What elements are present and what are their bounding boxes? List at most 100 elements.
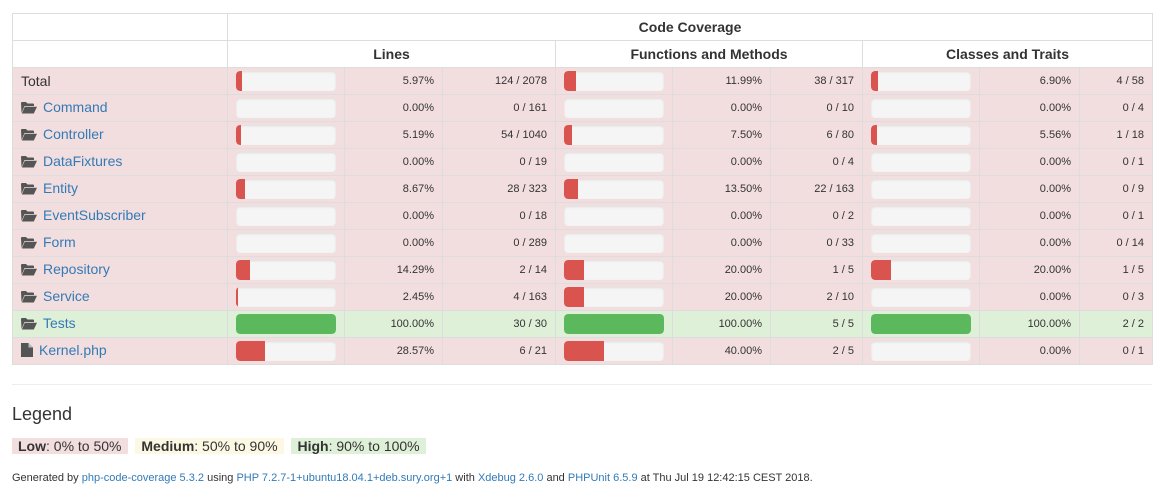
lines-progress-bar <box>236 287 336 307</box>
lines-bar-cell <box>227 256 345 284</box>
classes-percent: 0.00% <box>979 337 1080 365</box>
lines-count: 28 / 323 <box>442 175 556 203</box>
classes-bar-cell <box>862 148 980 176</box>
lines-progress-fill <box>236 260 251 280</box>
legend-low-range: : 0% to 50% <box>46 438 122 454</box>
lines-progress-bar <box>236 260 336 280</box>
functions-progress-bar <box>564 206 664 226</box>
classes-bar-cell <box>862 337 980 365</box>
functions-progress-fill <box>564 125 572 145</box>
folder-open-icon <box>21 209 37 225</box>
functions-count: 2 / 5 <box>770 337 863 365</box>
lines-progress-fill <box>236 314 336 334</box>
classes-count: 0 / 1 <box>1078 202 1154 230</box>
classes-percent: 0.00% <box>979 202 1080 230</box>
legend-low: Low: 0% to 50% <box>12 438 128 454</box>
classes-progress-fill <box>871 260 891 280</box>
functions-progress-bar <box>564 71 664 91</box>
folder-open-icon <box>21 236 37 252</box>
row-link[interactable]: Command <box>43 99 108 115</box>
functions-bar-cell <box>555 121 673 149</box>
lines-count: 30 / 30 <box>442 310 556 338</box>
functions-count: 0 / 4 <box>770 148 863 176</box>
header-blank <box>12 13 228 41</box>
row-name-cell[interactable]: DataFixtures <box>12 148 228 176</box>
functions-percent: 7.50% <box>672 121 771 149</box>
xdebug-link[interactable]: Xdebug 2.6.0 <box>477 472 544 484</box>
functions-count: 5 / 5 <box>770 310 863 338</box>
header-code-coverage: Code Coverage <box>226 13 1154 41</box>
lines-count: 6 / 21 <box>442 337 556 365</box>
lines-count: 0 / 18 <box>442 202 556 230</box>
functions-percent: 20.00% <box>672 283 771 311</box>
classes-progress-fill <box>871 125 877 145</box>
row-link[interactable]: Entity <box>43 180 79 196</box>
classes-progress-bar <box>871 287 971 307</box>
row-name-cell[interactable]: Kernel.php <box>12 337 228 365</box>
functions-bar-cell <box>555 148 673 176</box>
row-name-cell[interactable]: EventSubscriber <box>12 202 228 230</box>
table-row: DataFixtures 0.00% 0 / 19 0.00% 0 / 4 0.00% 0 … <box>12 148 1154 176</box>
php-link[interactable]: PHP 7.2.7-1+ubuntu18.04.1+deb.sury.org+1 <box>236 472 453 484</box>
lines-percent: 28.57% <box>344 337 443 365</box>
lines-bar-cell <box>227 229 345 257</box>
footer-text-5: at Thu Jul 19 12:42:15 CEST 2018. <box>637 472 813 484</box>
lines-progress-bar <box>236 206 336 226</box>
functions-count: 6 / 80 <box>770 121 863 149</box>
functions-bar-cell <box>555 94 673 122</box>
folder-open-icon <box>21 182 37 198</box>
lines-percent: 14.29% <box>344 256 443 284</box>
row-link[interactable]: Tests <box>43 315 76 331</box>
row-link[interactable]: DataFixtures <box>43 153 123 169</box>
functions-bar-cell <box>555 229 673 257</box>
lines-percent: 8.67% <box>344 175 443 203</box>
row-link[interactable]: Repository <box>43 261 110 277</box>
classes-progress-bar <box>871 206 971 226</box>
functions-bar-cell <box>555 310 673 338</box>
classes-count: 0 / 4 <box>1078 94 1154 122</box>
row-link[interactable]: Form <box>43 234 76 250</box>
classes-progress-bar <box>871 179 971 199</box>
lines-bar-cell <box>227 202 345 230</box>
functions-progress-bar <box>564 233 664 253</box>
row-name-cell[interactable]: Tests <box>12 310 228 338</box>
classes-progress-fill <box>871 314 971 334</box>
footer-text-2: using <box>204 472 237 484</box>
row-name-cell[interactable]: Controller <box>12 121 228 149</box>
lines-count: 0 / 289 <box>442 229 556 257</box>
classes-count: 0 / 1 <box>1078 148 1154 176</box>
classes-progress-bar <box>871 314 971 334</box>
classes-percent: 100.00% <box>979 310 1080 338</box>
lines-bar-cell <box>227 337 345 365</box>
classes-progress-bar <box>871 341 971 361</box>
row-name-cell[interactable]: Entity <box>12 175 228 203</box>
phpunit-link[interactable]: PHPUnit 6.5.9 <box>567 472 638 484</box>
functions-progress-fill <box>564 314 664 334</box>
row-name-cell[interactable]: Repository <box>12 256 228 284</box>
classes-percent: 0.00% <box>979 148 1080 176</box>
functions-bar-cell <box>555 283 673 311</box>
row-name-cell[interactable]: Command <box>12 94 228 122</box>
row-link[interactable]: EventSubscriber <box>43 207 146 223</box>
lines-progress-bar <box>236 314 336 334</box>
functions-count: 0 / 2 <box>770 202 863 230</box>
folder-open-icon <box>21 101 37 117</box>
functions-progress-bar <box>564 287 664 307</box>
header-blank-2 <box>12 40 228 68</box>
row-link[interactable]: Controller <box>43 126 104 142</box>
row-name-cell[interactable]: Form <box>12 229 228 257</box>
header-lines: Lines <box>227 40 556 68</box>
row-link[interactable]: Kernel.php <box>39 342 107 358</box>
table-row: Entity 8.67% 28 / 323 13.50% 22 / 163 0.00% 0 … <box>12 175 1154 203</box>
folder-open-icon <box>21 263 37 279</box>
row-name-cell[interactable]: Service <box>12 283 228 311</box>
classes-count: 0 / 1 <box>1078 337 1154 365</box>
legend-medium-label: Medium <box>141 438 195 454</box>
php-code-coverage-link[interactable]: php-code-coverage 5.3.2 <box>81 472 205 484</box>
functions-progress-fill <box>564 260 584 280</box>
legend-title: Legend <box>12 404 73 424</box>
classes-count: 4 / 58 <box>1078 67 1154 95</box>
lines-progress-fill <box>236 71 242 91</box>
row-link[interactable]: Service <box>43 288 90 304</box>
functions-progress-bar <box>564 341 664 361</box>
